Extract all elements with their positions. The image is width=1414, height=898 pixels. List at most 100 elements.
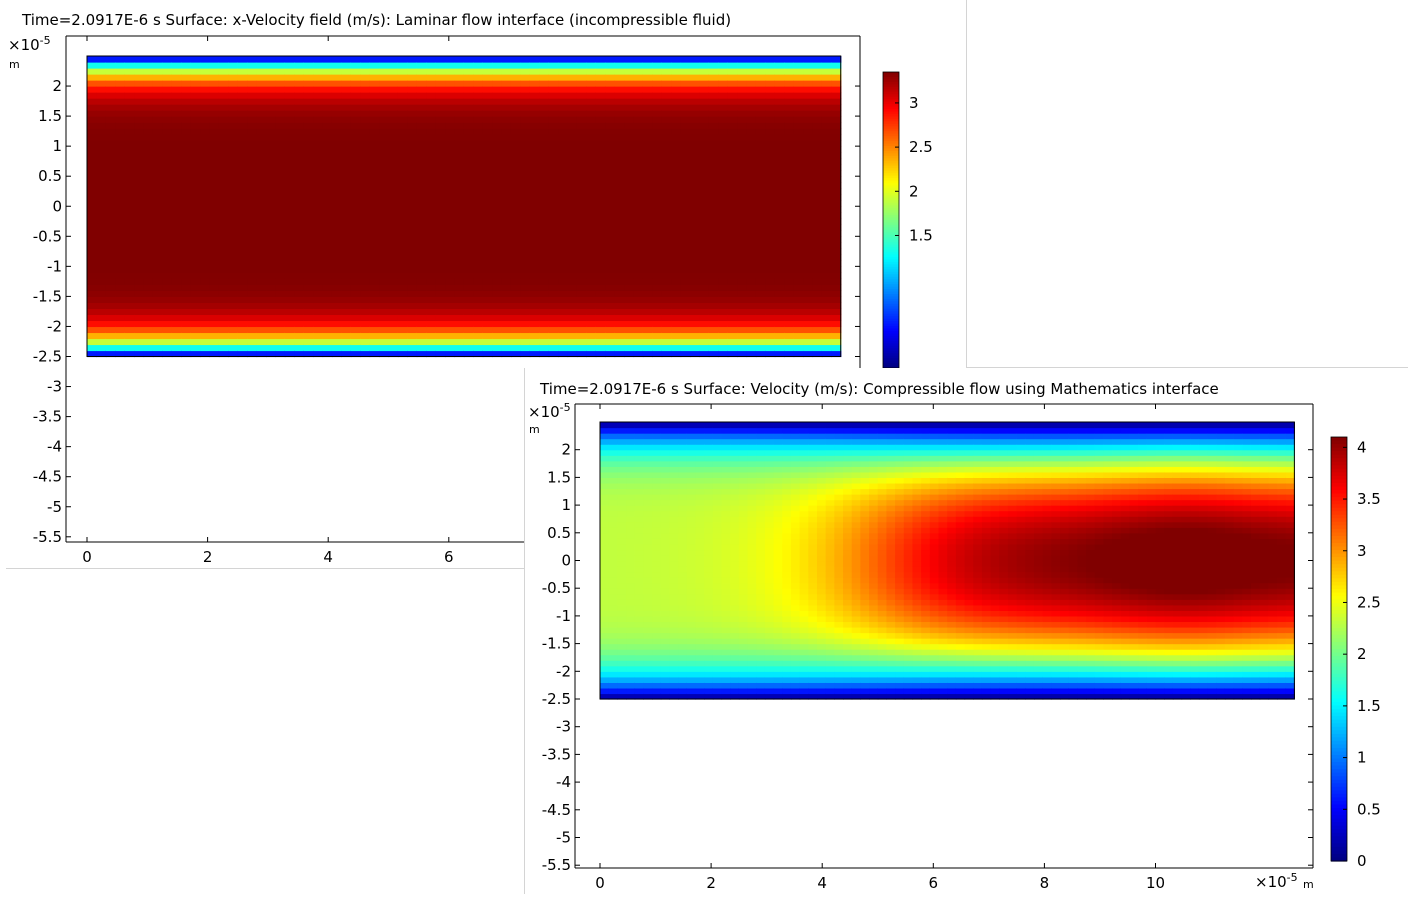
field-cell [483, 170, 493, 177]
field-cell [803, 122, 813, 129]
field-cell [728, 278, 738, 285]
field-cell [558, 146, 568, 153]
field-cell [219, 218, 229, 225]
field-cell [747, 248, 757, 255]
field-cell [617, 566, 626, 572]
field-cell [699, 242, 709, 249]
field-cell [615, 128, 625, 135]
field-cell [464, 134, 474, 141]
field-cell [775, 332, 785, 339]
field-cell [125, 242, 135, 249]
field-cell [389, 62, 399, 69]
field-cell [690, 110, 700, 117]
field-cell [181, 110, 191, 117]
field-cell [134, 170, 144, 177]
field-cell [609, 516, 618, 522]
field-cell [426, 134, 436, 141]
field-cell [737, 146, 747, 153]
field-cell [626, 655, 635, 661]
field-cell [257, 332, 267, 339]
field-cell [605, 146, 615, 153]
field-cell [87, 152, 97, 159]
field-cell [681, 260, 691, 267]
field-cell [238, 56, 248, 63]
field-cell [360, 152, 370, 159]
field-cell [775, 200, 785, 207]
field-cell [728, 338, 738, 345]
field-cell [626, 549, 635, 555]
field-cell [247, 242, 257, 249]
field-cell [351, 296, 361, 303]
field-cell [633, 128, 643, 135]
field-cell [704, 588, 713, 594]
field-cell [87, 104, 97, 111]
field-cell [803, 170, 813, 177]
field-cell [678, 505, 687, 511]
y-unit-a: m [9, 58, 20, 71]
field-cell [690, 326, 700, 333]
field-cell [756, 314, 766, 321]
field-cell [661, 477, 670, 483]
field-cell [464, 140, 474, 147]
field-cell [389, 146, 399, 153]
field-cell [106, 104, 116, 111]
field-cell [722, 522, 731, 528]
field-cell [87, 176, 97, 183]
field-cell [669, 549, 678, 555]
field-cell [228, 320, 238, 327]
field-cell [671, 224, 681, 231]
field-image-b [600, 422, 1295, 700]
field-cell [115, 272, 125, 279]
field-cell [454, 122, 464, 129]
field-cell [558, 314, 568, 321]
field-cell [558, 212, 568, 219]
field-cell [549, 188, 559, 195]
field-cell [275, 272, 285, 279]
field-cell [652, 266, 662, 273]
field-cell [313, 158, 323, 165]
field-cell [730, 522, 739, 528]
field-cell [370, 104, 380, 111]
field-cell [502, 260, 512, 267]
field-cell [464, 296, 474, 303]
field-cell [728, 194, 738, 201]
field-cell [737, 338, 747, 345]
field-cell [426, 62, 436, 69]
field-cell [718, 260, 728, 267]
field-cell [502, 284, 512, 291]
field-cell [162, 194, 172, 201]
field-cell [436, 116, 446, 123]
field-cell [492, 140, 502, 147]
field-cell [643, 621, 652, 627]
field-cell [765, 338, 775, 345]
field-cell [568, 230, 578, 237]
field-cell [633, 68, 643, 75]
field-cell [323, 56, 333, 63]
field-cell [671, 314, 681, 321]
field-cell [304, 152, 314, 159]
field-cell [713, 533, 722, 539]
field-cell [144, 122, 154, 129]
field-cell [209, 290, 219, 297]
field-cell [313, 182, 323, 189]
field-cell [106, 98, 116, 105]
field-cell [209, 134, 219, 141]
field-cell [784, 110, 794, 117]
field-cell [436, 188, 446, 195]
field-cell [219, 206, 229, 213]
field-cell [643, 290, 653, 297]
field-cell [247, 152, 257, 159]
field-cell [609, 566, 618, 572]
field-cell [605, 74, 615, 81]
field-cell [662, 80, 672, 87]
field-cell [747, 332, 757, 339]
field-cell [643, 266, 653, 273]
field-cell [304, 134, 314, 141]
field-cell [635, 660, 644, 666]
field-cell [695, 555, 704, 561]
field-cell [615, 182, 625, 189]
field-cell [704, 677, 713, 683]
field-cell [219, 308, 229, 315]
field-cell [812, 308, 822, 315]
field-cell [96, 182, 106, 189]
